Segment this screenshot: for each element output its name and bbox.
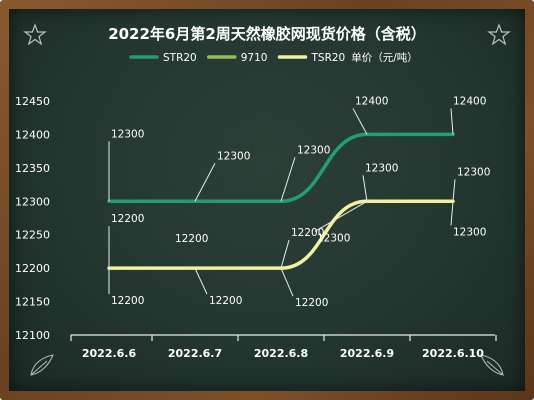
leader-line [280, 240, 290, 269]
y-tick-label: 12450 [15, 95, 50, 108]
star-icon [487, 23, 511, 46]
legend-label: STR20 [163, 52, 197, 64]
legend-label: 9710 [241, 52, 268, 64]
x-axis: 2022.6.6 2022.6.7 2022.6.8 2022.6.9 2022.6.1… [70, 334, 497, 360]
leaf-icon [480, 354, 504, 376]
y-tick-label: 12350 [15, 162, 50, 175]
leader-line [194, 267, 208, 295]
leader-line [314, 200, 368, 232]
data-label: 12300 [111, 128, 144, 140]
leaf-icon [30, 354, 54, 376]
leader-line [280, 157, 296, 202]
data-label-layer: 12300 12300 12300 12400 12400 12200 12200 12300… [108, 95, 490, 309]
x-tick-label: 2022.6.7 [168, 347, 222, 360]
y-tick-label: 12300 [15, 195, 50, 208]
leader-line [194, 163, 216, 202]
x-tick-label: 2022.6.10 [422, 347, 484, 360]
y-tick-label: 12150 [15, 296, 50, 309]
leader-line [452, 179, 456, 202]
leader-line [450, 201, 454, 226]
legend-label: TSR20 [310, 52, 345, 64]
data-label: 12300 [217, 150, 250, 162]
data-label: 12300 [457, 166, 490, 178]
leader-line [280, 267, 294, 297]
y-axis: 12100 12150 12200 12250 12300 12350 12400 12450 [15, 95, 50, 342]
data-label: 12400 [453, 95, 486, 107]
data-label: 12200 [111, 295, 144, 307]
y-tick-label: 12400 [15, 128, 50, 141]
data-label: 12400 [355, 95, 388, 107]
data-label: 12300 [365, 162, 398, 174]
x-tick-label: 2022.6.9 [340, 347, 394, 360]
leader-line [352, 108, 368, 135]
series-line-tsr20 [107, 199, 455, 270]
x-tick-label: 2022.6.6 [82, 347, 137, 360]
legend-unit: 单价（元/吨） [351, 51, 418, 64]
legend: STR20 9710 TSR20 单价（元/吨） [129, 51, 418, 64]
data-label: 12300 [317, 232, 350, 244]
x-tick-label: 2022.6.8 [254, 347, 308, 360]
data-label: 12300 [453, 226, 486, 238]
leader-line [450, 108, 454, 135]
chalkboard: 2022年6月第2周天然橡胶网现货价格（含税） STR20 9710 TSR20 单价… [9, 9, 525, 391]
series-layer [107, 132, 455, 270]
chart-title: 2022年6月第2周天然橡胶网现货价格（含税） [108, 25, 426, 43]
data-label: 12300 [297, 144, 330, 156]
y-tick-label: 12100 [15, 329, 50, 342]
data-label: 12200 [111, 213, 144, 225]
star-icon [23, 23, 47, 46]
series-line-str20 [107, 132, 455, 204]
y-tick-label: 12250 [15, 229, 50, 242]
data-label: 12200 [209, 295, 242, 307]
leader-line [362, 175, 368, 202]
line-chart: 2022年6月第2周天然橡胶网现货价格（含税） STR20 9710 TSR20 单价… [15, 23, 511, 376]
data-label: 12200 [295, 297, 328, 309]
y-tick-label: 12200 [15, 262, 50, 275]
data-label: 12200 [175, 233, 208, 245]
